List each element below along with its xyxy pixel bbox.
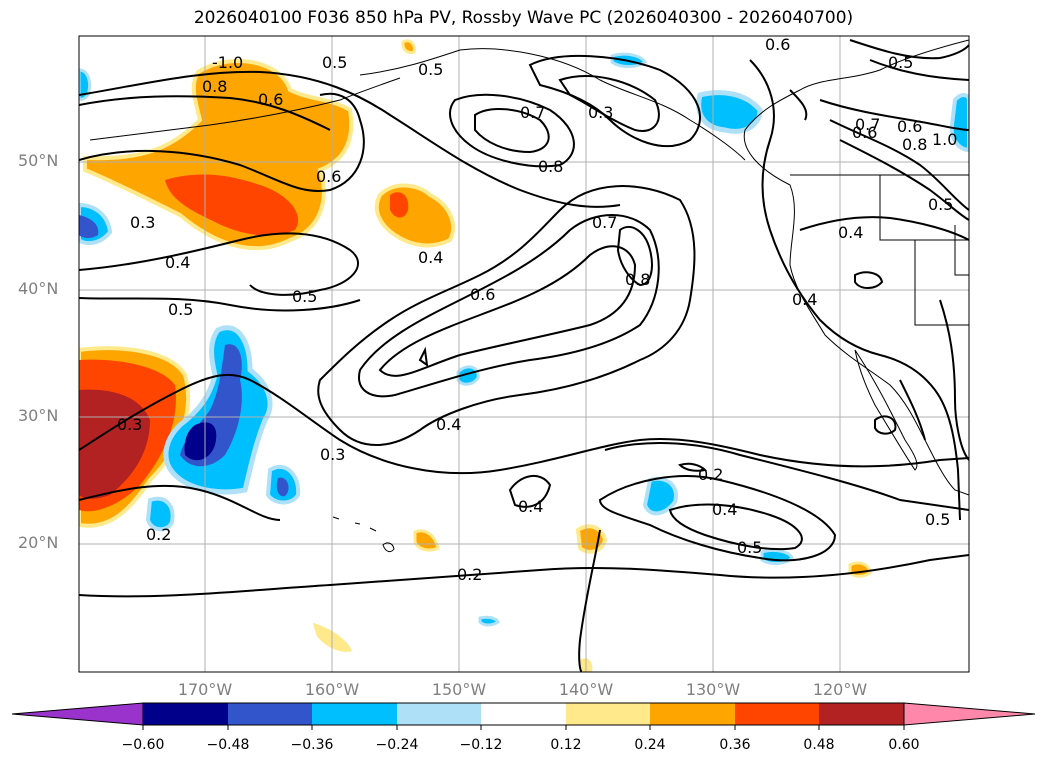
colorbar-bin — [228, 703, 312, 725]
contour-label: 0.5 — [888, 53, 913, 72]
colorbar-tick: 0.24 — [634, 737, 666, 753]
contour-label: 0.4 — [418, 248, 443, 267]
colorbar-tick: 0.48 — [803, 737, 835, 753]
contour-label: 0.5 — [292, 287, 317, 306]
contour-label: 0.4 — [436, 415, 461, 434]
positive-anomaly-central — [374, 183, 456, 248]
contour-label: 0.5 — [322, 53, 347, 72]
lat-label-50n: 50°N — [18, 151, 59, 170]
contour-label: 0.4 — [792, 290, 817, 309]
lat-label-20n: 20°N — [18, 533, 59, 552]
contour-label: 0.5 — [168, 300, 193, 319]
pv-contours — [79, 39, 969, 672]
contour-label: 0.8 — [202, 77, 227, 96]
contour-label: 0.6 — [470, 285, 495, 304]
colorbar-tick: 0.36 — [719, 737, 751, 753]
contour-label: 0.5 — [737, 538, 762, 557]
colorbar-bin — [819, 703, 904, 725]
colorbar-bin — [397, 703, 481, 725]
contour-label: 0.5 — [418, 60, 443, 79]
colorbar-tick: −0.12 — [459, 737, 503, 753]
contour-label: 0.5 — [925, 510, 950, 529]
contour-label: 0.3 — [588, 103, 613, 122]
contour-label: 0.3 — [130, 213, 155, 232]
contour-label: 0.7 — [520, 103, 545, 122]
colorbar-tick: −0.24 — [375, 737, 419, 753]
contour-label: 0.8 — [902, 135, 927, 154]
lon-label-150w: 150°W — [431, 680, 487, 699]
colorbar-tick: −0.48 — [206, 737, 250, 753]
contour-label: 0.7 — [855, 115, 880, 134]
contour-label: 0.4 — [165, 253, 190, 272]
colorbar-tick: −0.36 — [290, 737, 334, 753]
colorbar-tick: 0.12 — [550, 737, 582, 753]
contour-label: 0.5 — [928, 195, 953, 214]
contour-label-group: -1.0 0.8 0.6 0.5 0.5 0.7 0.3 0.8 0.6 0.3… — [117, 35, 957, 584]
contour-label: 0.4 — [712, 500, 737, 519]
alaska-coast — [359, 48, 746, 161]
colorbar-bin — [650, 703, 735, 725]
contour-label: 0.4 — [518, 497, 543, 516]
contour-label: 0.2 — [457, 565, 482, 584]
contour-label: 0.2 — [698, 465, 723, 484]
lat-label-30n: 30°N — [18, 406, 59, 425]
contour-label: 0.6 — [316, 167, 341, 186]
colorbar-lower-extension — [11, 702, 144, 726]
north-america-coast — [743, 39, 969, 496]
contour-label: 0.8 — [625, 270, 650, 289]
lon-label-170w: 170°W — [177, 680, 233, 699]
baja-california — [854, 349, 918, 471]
lon-label-130w: 130°W — [685, 680, 741, 699]
contour-label: 0.3 — [320, 445, 345, 464]
lat-label-40n: 40°N — [18, 279, 59, 298]
contour-label: 0.2 — [146, 525, 171, 544]
contour-label: 0.6 — [852, 123, 877, 142]
graticule — [79, 36, 969, 672]
contour-label: 0.3 — [117, 415, 142, 434]
colorbar-bin — [735, 703, 819, 725]
contour-label: -1.0 — [212, 53, 243, 72]
pv-shading — [79, 39, 969, 672]
strong-anomaly-northwest — [165, 174, 299, 236]
map-title: 2026040100 F036 850 hPa PV, Rossby Wave … — [193, 8, 854, 28]
contour-label: 0.4 — [838, 223, 863, 242]
colorbar-bin — [312, 703, 397, 725]
contour-label: 0.6 — [258, 90, 283, 109]
colorbar — [11, 702, 1036, 730]
map-frame — [78, 35, 970, 673]
contour-label: 0.6 — [897, 117, 922, 136]
contour-label: 0.8 — [538, 157, 563, 176]
colorbar-bin — [566, 703, 650, 725]
lon-label-140w: 140°W — [558, 680, 614, 699]
hawaii-islands — [332, 516, 395, 553]
lon-label-160w: 160°W — [304, 680, 360, 699]
colorbar-bin — [143, 703, 228, 725]
contour-label: 0.7 — [592, 213, 617, 232]
colorbar-tick: 0.60 — [888, 737, 920, 753]
colorbar-tick: −0.60 — [121, 737, 165, 753]
contour-label: 1.0 — [932, 130, 957, 149]
coastlines — [89, 39, 969, 553]
contour-label: 0.6 — [765, 35, 790, 54]
lon-label-120w: 120°W — [812, 680, 868, 699]
aleutian-islands — [89, 77, 401, 141]
colorbar-upper-extension — [903, 702, 1036, 726]
colorbar-bin — [481, 703, 566, 725]
